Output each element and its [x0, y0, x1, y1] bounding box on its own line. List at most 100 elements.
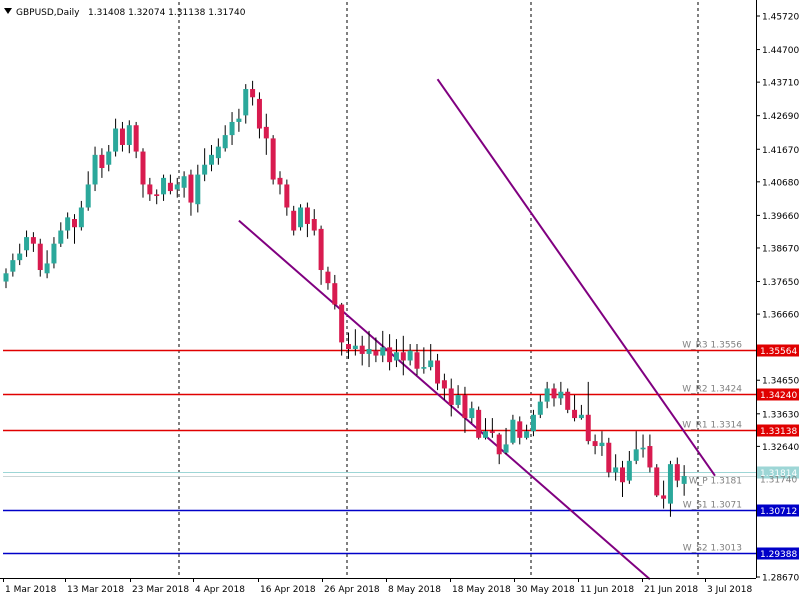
candle	[346, 332, 351, 359]
candle	[298, 204, 304, 231]
candle	[99, 148, 105, 178]
candle	[147, 177, 153, 201]
candle	[647, 434, 653, 473]
date-tick-label: 11 Jun 2018	[580, 585, 634, 595]
price-tick-label: 1.39660	[762, 212, 799, 222]
candle	[92, 146, 98, 192]
level-lines: W_R3 1.3556 W_R2 1.3424 W_R1 1.3314 W_S1 1.…	[3, 341, 756, 555]
level-label: W_S1 1.3071	[683, 501, 742, 511]
date-tick-label: 8 May 2018	[388, 585, 441, 595]
price-tick-label: 1.40680	[762, 178, 799, 188]
date-tick-label: 18 May 2018	[452, 585, 511, 595]
level-label: W_R1 1.3314	[682, 421, 742, 431]
candle	[599, 431, 605, 456]
date-tick-label: 3 Jul 2018	[707, 585, 752, 595]
price-tick-label: 1.38670	[762, 244, 799, 254]
candle	[414, 344, 420, 376]
candle	[58, 222, 64, 247]
candle	[318, 225, 324, 285]
candle	[530, 409, 536, 437]
header-dropdown-icon[interactable]	[4, 8, 12, 14]
date-tick-label: 21 Jun 2018	[644, 585, 698, 595]
candle	[578, 404, 584, 420]
candle	[167, 174, 173, 195]
price-tick-label: 1.34650	[762, 377, 799, 387]
candle	[72, 214, 77, 244]
level-price-tag: 1.29388	[757, 547, 799, 560]
candle	[667, 460, 673, 517]
pivot-label: W_P 1.3181	[689, 477, 742, 487]
date-tick-label: 4 Apr 2018	[195, 585, 245, 595]
candle	[393, 339, 399, 368]
price-tick-label: 1.32640	[762, 443, 799, 453]
candle	[483, 418, 488, 440]
candle	[236, 108, 242, 132]
candle	[85, 171, 91, 211]
level-label: W_R2 1.3424	[682, 385, 742, 395]
candle	[291, 205, 297, 236]
price-tick-label: 1.42690	[762, 112, 799, 122]
candle	[565, 388, 571, 414]
price-tags: 1.35564 1.34240 1.33138 1.30712 1.29388 1.318…	[757, 344, 799, 560]
date-tick-label: 13 Mar 2018	[67, 585, 124, 595]
candle	[428, 344, 434, 371]
candle	[380, 330, 386, 363]
candle	[126, 120, 132, 154]
date-tick-label: 1 Mar 2018	[5, 585, 57, 595]
candle	[250, 80, 256, 106]
candle	[489, 418, 495, 438]
candle	[407, 344, 413, 366]
candle	[441, 373, 447, 400]
level-price-tag: 1.35564	[757, 344, 799, 357]
candle	[195, 164, 201, 213]
svg-text:1.33138: 1.33138	[760, 427, 797, 437]
candle	[455, 385, 461, 409]
candle	[435, 353, 441, 391]
price-tick-label: 1.45720	[762, 13, 799, 23]
svg-text:1.30712: 1.30712	[760, 507, 797, 517]
candle	[476, 406, 482, 440]
header-ohlc: 1.31408 1.32074 1.31138 1.31740	[88, 8, 246, 18]
candle	[65, 212, 71, 239]
candle	[400, 335, 406, 376]
candle	[387, 334, 393, 371]
svg-text:1.34240: 1.34240	[760, 391, 797, 401]
price-tick-label: 1.28670	[762, 574, 799, 584]
period-separators	[178, 2, 699, 578]
candle	[654, 464, 660, 498]
candle	[37, 238, 43, 277]
candle	[620, 460, 625, 498]
price-tick-label: 1.44700	[762, 46, 799, 56]
candle	[78, 200, 84, 231]
candle	[524, 424, 530, 440]
candle	[496, 432, 502, 465]
candle	[10, 253, 16, 277]
date-tick-label: 26 Apr 2018	[324, 585, 380, 595]
candle	[373, 337, 379, 363]
price-tick-label: 1.41670	[762, 146, 799, 156]
candle	[448, 378, 454, 417]
candle	[181, 171, 187, 198]
candle	[551, 383, 557, 407]
candle	[133, 121, 139, 159]
candle	[626, 450, 632, 484]
triangle-down-icon[interactable]	[4, 8, 12, 14]
channel-line[interactable]	[436, 78, 716, 477]
candle	[537, 395, 543, 419]
level-price-tag: 1.30712	[757, 504, 799, 517]
svg-text:1.29388: 1.29388	[760, 550, 797, 560]
level-price-tag: 1.33138	[757, 424, 799, 437]
candle	[592, 434, 598, 455]
candle	[503, 427, 509, 455]
svg-text:1.35564: 1.35564	[760, 347, 797, 357]
level-label: W_S2 1.3013	[683, 544, 742, 554]
date-tick-label: 30 May 2018	[516, 585, 575, 595]
candle	[263, 113, 269, 155]
candle	[613, 454, 619, 481]
candle	[51, 237, 57, 269]
candle	[209, 144, 214, 172]
candle	[284, 179, 290, 216]
candle	[174, 177, 180, 198]
